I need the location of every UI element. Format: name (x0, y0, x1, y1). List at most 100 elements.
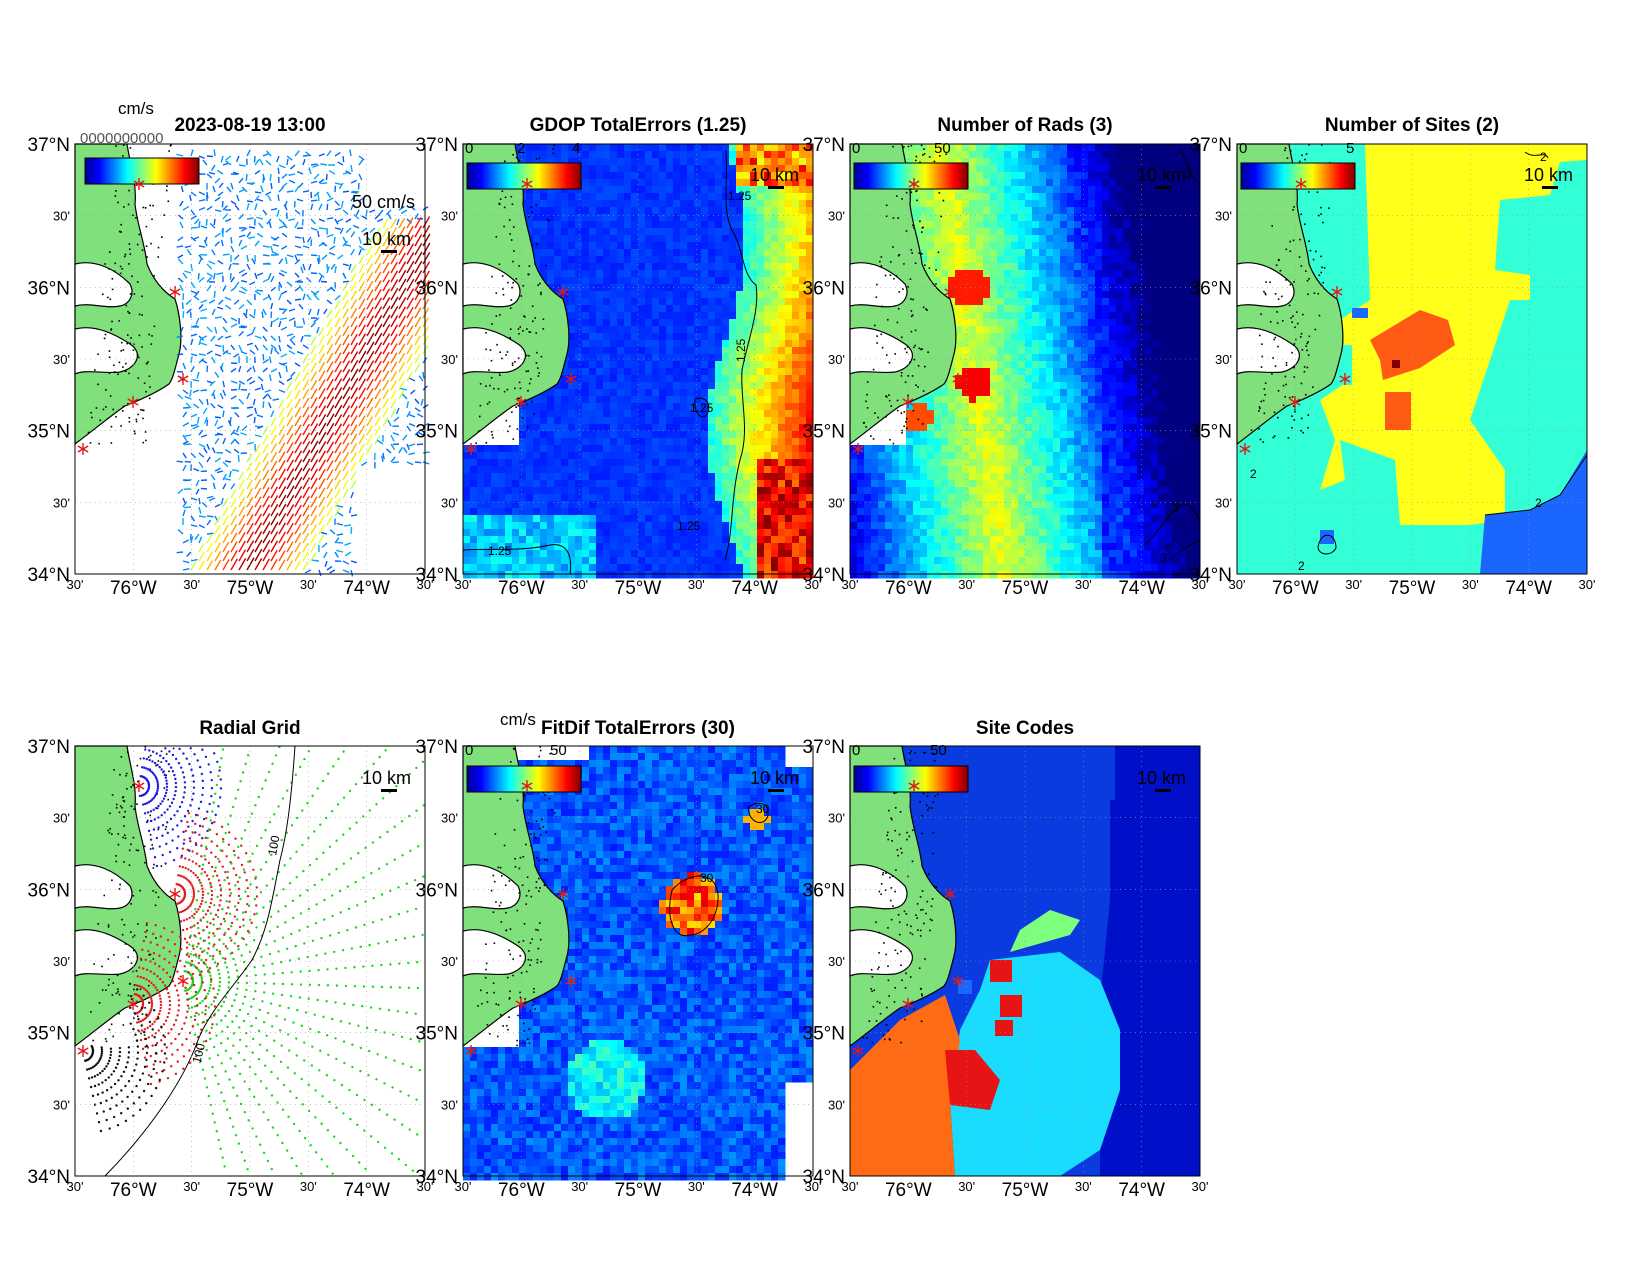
raster-cell (1018, 186, 1026, 194)
current-vector (310, 468, 319, 481)
raster-cell (631, 515, 639, 523)
raster-cell (1067, 165, 1075, 173)
raster-cell (603, 228, 611, 236)
current-vector (214, 241, 220, 247)
raster-cell (785, 368, 793, 376)
current-vector (390, 235, 398, 247)
raster-cell (610, 305, 618, 313)
raster-cell (617, 221, 625, 229)
raster-cell (673, 179, 681, 187)
coast-dot (124, 253, 127, 256)
current-vector (294, 236, 302, 239)
raster-cell (659, 186, 667, 194)
raster-cell (624, 361, 632, 369)
current-vector (177, 258, 184, 265)
raster-cell (680, 214, 688, 222)
raster-cell (792, 431, 800, 439)
raster-cell (554, 270, 562, 278)
raster-cell (701, 529, 709, 537)
lat-tick-label: 35°N (28, 422, 70, 443)
current-vector (201, 501, 208, 508)
current-vector (326, 396, 335, 409)
raster-cell (771, 277, 779, 285)
current-vector (302, 371, 309, 382)
current-vector (358, 350, 367, 364)
raster-cell (743, 431, 751, 439)
raster-cell (645, 207, 653, 215)
raster-cell (547, 221, 555, 229)
raster-cell (736, 151, 744, 159)
current-vector (323, 551, 328, 559)
raster-cell (463, 536, 471, 544)
raster-cell (624, 410, 632, 418)
raster-cell (603, 396, 611, 404)
raster-cell (575, 291, 583, 299)
current-vector (268, 356, 272, 364)
raster-cell (596, 305, 604, 313)
coast-dot (528, 331, 531, 333)
current-vector (225, 227, 232, 233)
raster-cell (736, 263, 744, 271)
raster-cell (659, 235, 667, 243)
raster-cell (722, 326, 730, 334)
raster-cell (554, 487, 562, 495)
current-vector (387, 419, 392, 427)
raster-cell (603, 571, 611, 579)
current-vector (214, 344, 222, 348)
current-vector (245, 173, 248, 181)
raster-cell (617, 375, 625, 383)
raster-cell (701, 487, 709, 495)
coast-dot (509, 328, 512, 330)
current-vector (222, 253, 230, 256)
raster-cell (666, 487, 674, 495)
raster-cell (554, 424, 562, 432)
coast-dot (512, 260, 514, 263)
raster-cell (694, 473, 702, 481)
raster-cell (533, 249, 541, 257)
raster-cell (568, 368, 576, 376)
current-vector (350, 443, 358, 454)
raster-cell (729, 480, 737, 488)
raster-cell (519, 417, 527, 425)
raster-cell (554, 277, 562, 285)
raster-cell (610, 340, 618, 348)
current-vector (326, 309, 333, 319)
current-vector (221, 200, 224, 208)
raster-cell (771, 515, 779, 523)
raster-cell (750, 382, 758, 390)
current-vector (358, 281, 366, 292)
raster-cell (764, 536, 772, 544)
raster-cell (736, 501, 744, 509)
raster-cell (561, 298, 569, 306)
raster-cell (687, 354, 695, 362)
current-vector (193, 218, 200, 225)
raster-cell (687, 235, 695, 243)
raster-cell (708, 256, 716, 264)
raster-cell (722, 312, 730, 320)
current-vector (350, 433, 358, 445)
raster-cell (969, 207, 977, 215)
red-asterisk-icon (557, 286, 569, 298)
raster-cell (736, 403, 744, 411)
raster-cell (526, 186, 534, 194)
coast-dot (109, 395, 112, 397)
coast-dot (103, 337, 106, 340)
raster-cell (736, 571, 744, 579)
current-vector (406, 325, 414, 337)
raster-cell (568, 200, 576, 208)
raster-cell (764, 221, 772, 229)
raster-cell (463, 466, 471, 474)
raster-cell (638, 466, 646, 474)
current-vector (422, 289, 430, 301)
raster-cell (568, 144, 576, 152)
raster-cell (757, 403, 765, 411)
current-vector (302, 486, 310, 499)
raster-cell (624, 158, 632, 166)
raster-cell (736, 410, 744, 418)
raster-cell (722, 543, 730, 551)
raster-cell (610, 368, 618, 376)
raster-cell (1025, 200, 1033, 208)
raster-cell (631, 424, 639, 432)
raster-cell (778, 228, 786, 236)
raster-cell (631, 242, 639, 250)
